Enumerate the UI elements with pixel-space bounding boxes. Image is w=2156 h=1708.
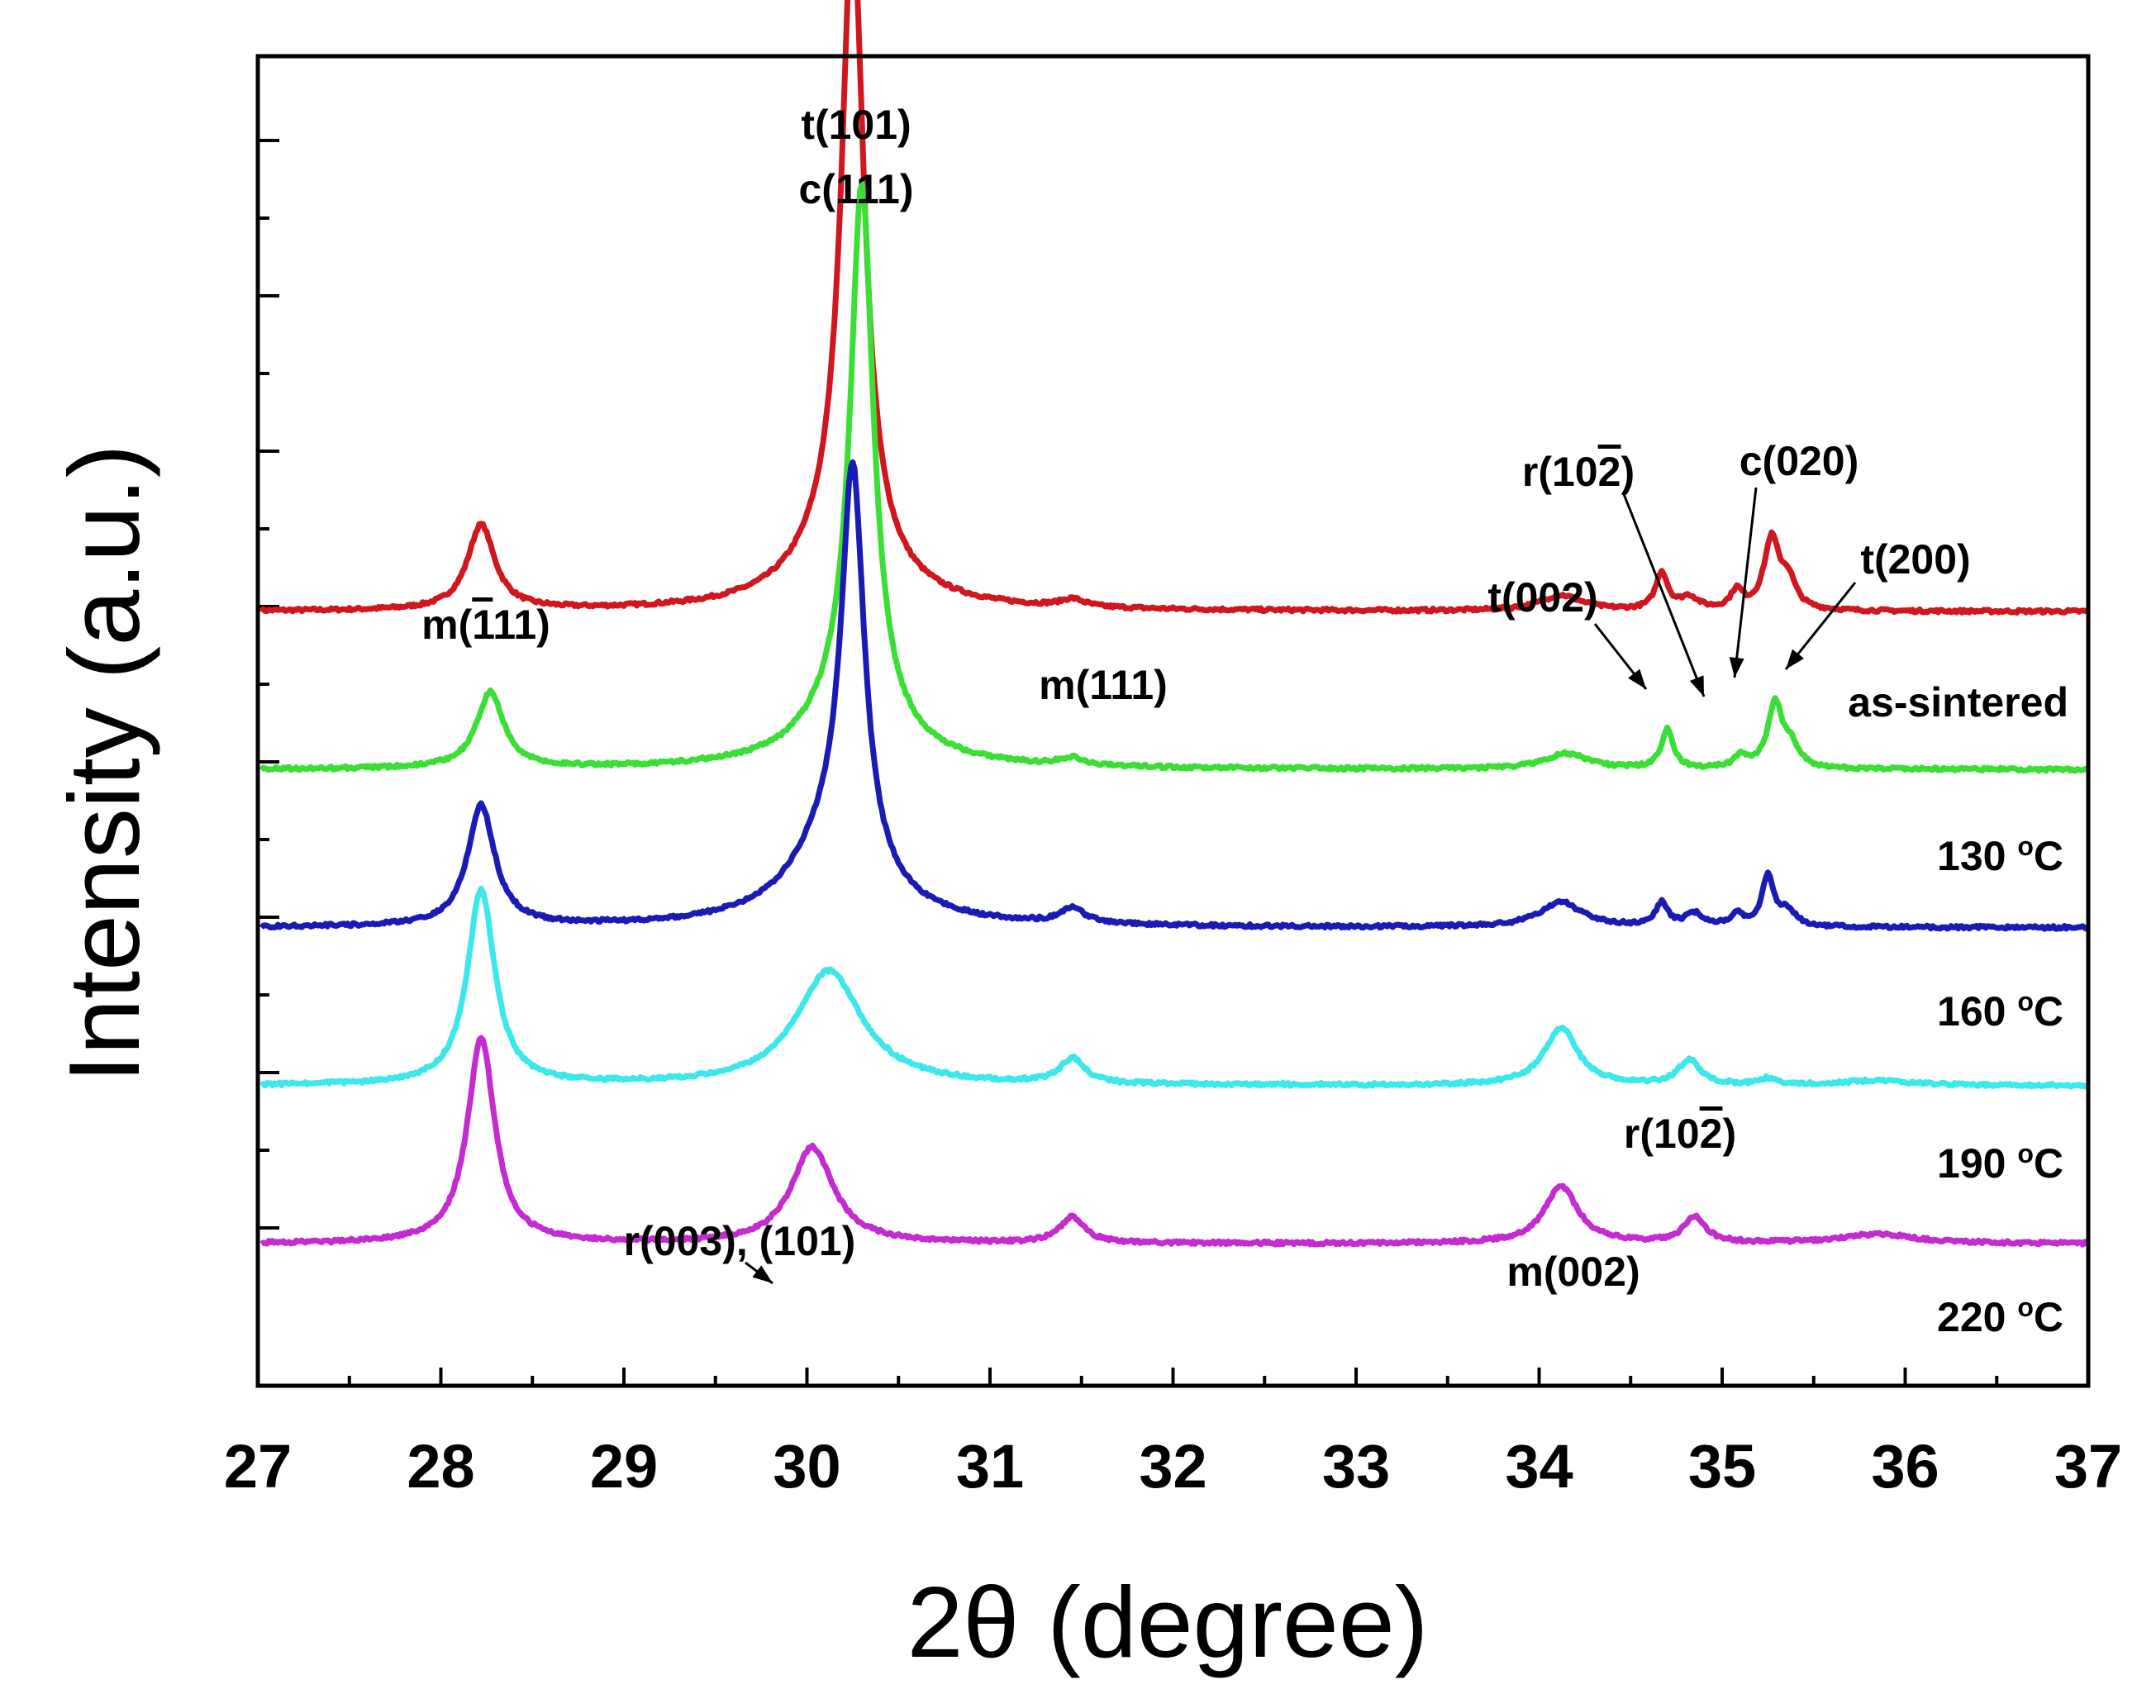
annotation-t101: t(101) <box>801 102 911 148</box>
x-tick-label: 30 <box>773 1432 840 1501</box>
series-label-0: as-sintered <box>1848 679 2068 726</box>
annotation-arrows <box>745 487 1857 1285</box>
annotation-m-bar111: m(111) <box>421 602 550 648</box>
x-tick-label: 29 <box>590 1432 658 1501</box>
series-line-3 <box>259 886 2090 1090</box>
series-labels: as-sintered 130 oC 160 oC 190 oC 220 oC <box>1848 679 2068 1340</box>
x-tick-label: 37 <box>2054 1432 2122 1501</box>
annotation-c020: c(020) <box>1740 438 1859 484</box>
x-tick-label: 27 <box>224 1432 292 1501</box>
series-lines <box>259 0 2090 1248</box>
arrow-c020-head <box>1729 657 1744 678</box>
annotation-r10bar2-low: r(102) <box>1624 1111 1736 1157</box>
x-tick-label: 33 <box>1322 1432 1390 1501</box>
arrow-r10bar2 <box>1622 493 1706 697</box>
annotation-c111: c(111) <box>798 166 913 212</box>
annotation-r003-101: r(003), (101) <box>624 1218 856 1264</box>
x-tick-label: 32 <box>1139 1432 1207 1501</box>
annotation-t200: t(200) <box>1860 536 1970 583</box>
x-tick-label: 31 <box>956 1432 1024 1501</box>
x-tick-label: 36 <box>1871 1432 1939 1501</box>
x-axis-title: 2θ (degree) <box>907 1566 1429 1678</box>
series-line-4 <box>259 1035 2090 1248</box>
series-line-0 <box>259 0 2090 616</box>
series-label-2: 160 oC <box>1937 987 2063 1035</box>
annotation-t002: t(002) <box>1487 574 1597 621</box>
arrow-r003-head <box>752 1265 773 1283</box>
series-label-4: 220 oC <box>1937 1292 2063 1340</box>
arrow-c020 <box>1733 487 1758 678</box>
series-label-3: 190 oC <box>1937 1139 2063 1187</box>
x-tick-labels: 27 28 29 30 31 32 33 34 35 36 37 <box>224 1432 2122 1501</box>
series-line-2 <box>259 459 2090 932</box>
x-tick-label: 34 <box>1505 1432 1573 1501</box>
plot-frame <box>255 54 2091 1388</box>
y-axis-title: Intensity (a.u.) <box>48 445 160 1083</box>
annotation-m002: m(002) <box>1506 1249 1640 1295</box>
annotation-m111: m(111) <box>1039 662 1168 708</box>
x-tick-label: 35 <box>1688 1432 1756 1501</box>
peak-annotations: m(111) t(101) c(111) m(111) t(002) r(102… <box>421 102 1971 1295</box>
arrow-r10bar2-head <box>1689 675 1704 697</box>
series-label-1: 130 oC <box>1937 831 2063 879</box>
arrow-t002-head <box>1628 668 1646 689</box>
annotation-r10bar2-top: r(102) <box>1522 449 1635 495</box>
x-tick-label: 28 <box>407 1432 474 1501</box>
series-line-1 <box>259 180 2090 774</box>
arrow-t200-head <box>1786 649 1805 669</box>
